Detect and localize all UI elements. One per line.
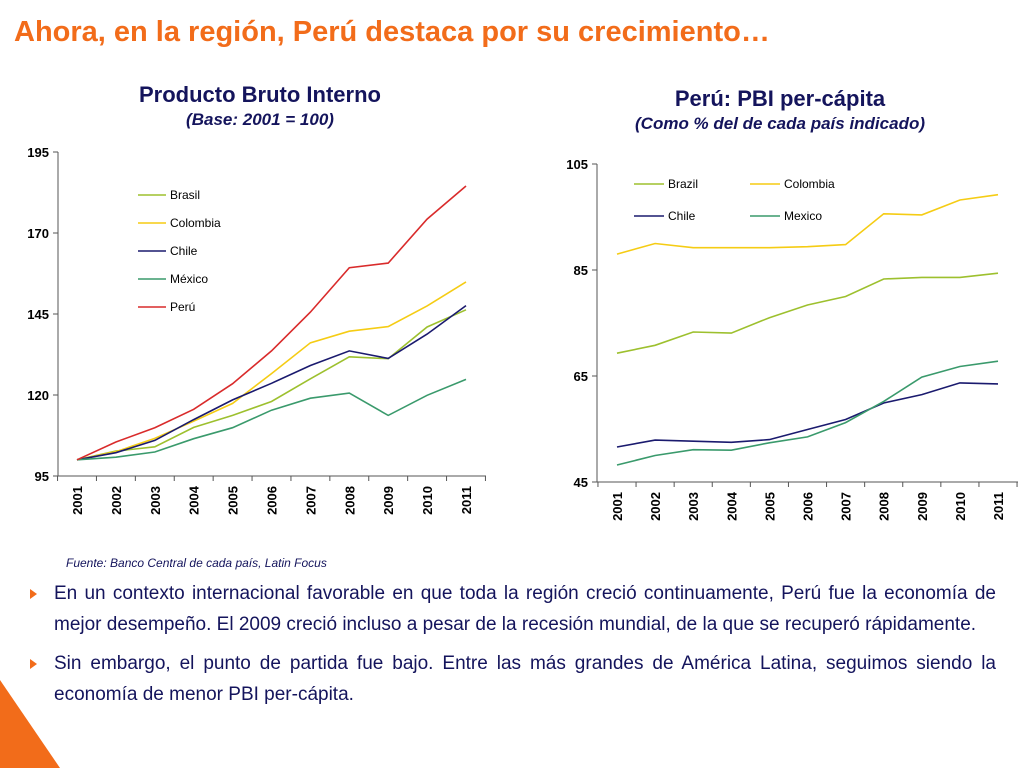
chart-title-pbi-main: Producto Bruto Interno xyxy=(139,82,381,107)
series-line xyxy=(76,304,467,461)
y-tick-label: 95 xyxy=(35,469,49,484)
x-tick-label: 2004 xyxy=(187,485,202,515)
x-tick-label: 2009 xyxy=(381,486,396,515)
x-tick-label: 2011 xyxy=(991,492,1006,520)
x-tick-label: 2003 xyxy=(148,486,163,515)
legend-label: Colombia xyxy=(170,216,221,230)
y-tick-label: 120 xyxy=(27,388,49,403)
y-tick-label: 85 xyxy=(574,263,588,278)
x-tick-label: 2007 xyxy=(303,486,318,515)
bullet-arrow-icon xyxy=(30,659,37,669)
chart-title-percapita-subtitle: (Como % del de cada país indicado) xyxy=(635,114,925,133)
x-tick-label: 2001 xyxy=(610,492,625,521)
y-tick-label: 45 xyxy=(574,475,588,490)
series-line xyxy=(616,360,999,466)
y-tick-label: 145 xyxy=(27,307,49,322)
bullet-item: Sin embargo, el punto de partida fue baj… xyxy=(30,648,996,710)
chart-title-pbi: Producto Bruto Interno (Base: 2001 = 100… xyxy=(60,82,460,130)
legend-label: Perú xyxy=(170,300,195,314)
x-tick-label: 2010 xyxy=(420,486,435,515)
series-line xyxy=(76,185,467,461)
source-note: Fuente: Banco Central de cada país, Lati… xyxy=(66,556,327,570)
bullet-text: Sin embargo, el punto de partida fue baj… xyxy=(54,653,996,705)
x-tick-label: 2008 xyxy=(877,492,892,521)
legend-label: Brazil xyxy=(668,177,698,191)
y-tick-label: 65 xyxy=(574,369,588,384)
bullet-text: En un contexto internacional favorable e… xyxy=(54,583,996,635)
legend-label: Brasil xyxy=(170,188,200,202)
legend-label: Chile xyxy=(170,244,198,258)
bullet-list: En un contexto internacional favorable e… xyxy=(30,578,996,718)
x-tick-label: 2007 xyxy=(839,492,854,521)
bullet-item: En un contexto internacional favorable e… xyxy=(30,578,996,640)
legend-label: Colombia xyxy=(784,177,835,191)
y-tick-label: 195 xyxy=(27,145,49,160)
x-tick-label: 2006 xyxy=(801,492,816,521)
legend-label: Chile xyxy=(668,209,696,223)
x-tick-label: 2001 xyxy=(70,486,85,515)
legend-label: México xyxy=(170,272,208,286)
series-line xyxy=(76,309,467,461)
chart-title-pbi-subtitle: (Base: 2001 = 100) xyxy=(186,110,334,129)
series-line xyxy=(76,378,467,461)
x-tick-label: 2003 xyxy=(686,492,701,521)
x-tick-label: 2011 xyxy=(459,486,474,514)
series-line xyxy=(616,272,999,354)
x-tick-label: 2005 xyxy=(762,492,777,521)
y-tick-label: 105 xyxy=(566,157,588,172)
x-tick-label: 2005 xyxy=(226,486,241,515)
page-title: Ahora, en la región, Perú destaca por su… xyxy=(14,16,770,48)
y-tick-label: 170 xyxy=(27,226,49,241)
bullet-arrow-icon xyxy=(30,589,37,599)
x-tick-label: 2002 xyxy=(109,486,124,515)
series-line xyxy=(616,193,999,255)
chart-pbi: 95 120 145 170 195 2001 2002 2003 2004 2005 2006 20… xyxy=(27,145,486,515)
x-tick-label: 2002 xyxy=(648,492,663,521)
chart-percapita: 45 65 85 105 2001 2002 2003 2004 2005 2006 2007 200… xyxy=(566,157,1018,521)
x-tick-label: 2009 xyxy=(915,492,930,521)
chart-title-percapita: Perú: PBI per-cápita (Como % del de cada… xyxy=(560,86,1000,134)
series-line xyxy=(76,281,467,461)
legend-label: Mexico xyxy=(784,209,822,223)
x-tick-label: 2008 xyxy=(342,486,357,515)
chart-title-percapita-main: Perú: PBI per-cápita xyxy=(674,86,886,111)
x-tick-label: 2006 xyxy=(265,486,280,515)
x-tick-label: 2010 xyxy=(953,492,968,521)
x-tick-label: 2004 xyxy=(724,491,739,521)
series-line xyxy=(616,382,999,448)
